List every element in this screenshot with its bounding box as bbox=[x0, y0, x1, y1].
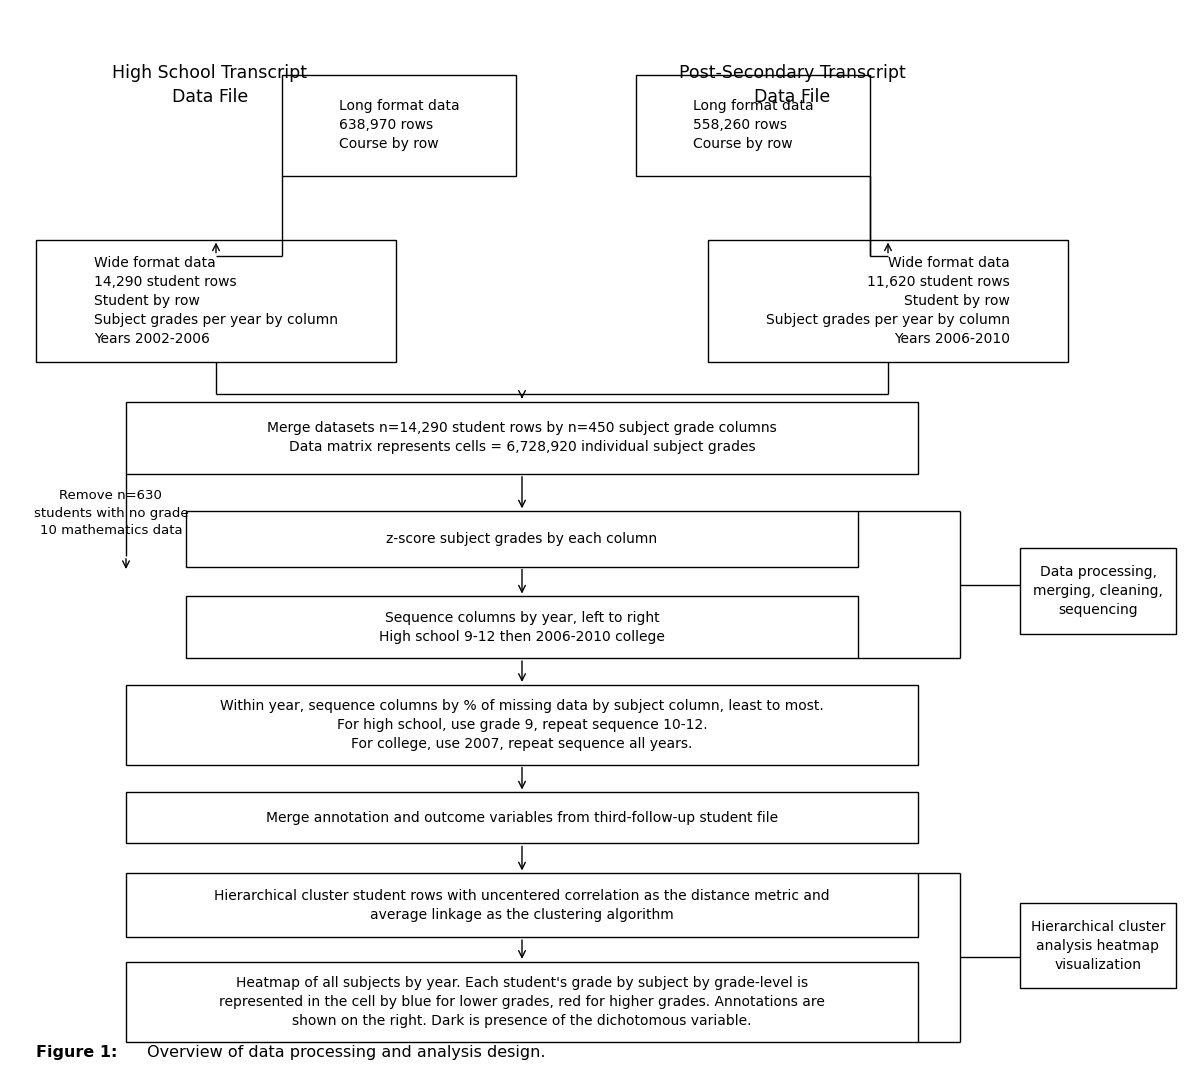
Bar bbox=[126, 792, 918, 843]
Text: Within year, sequence columns by % of missing data by subject column, least to m: Within year, sequence columns by % of mi… bbox=[220, 699, 824, 751]
Bar bbox=[708, 240, 1068, 362]
Text: Wide format data
14,290 student rows
Student by row
Subject grades per year by c: Wide format data 14,290 student rows Stu… bbox=[94, 256, 338, 346]
Text: Wide format data
11,620 student rows
Student by row
Subject grades per year by c: Wide format data 11,620 student rows Stu… bbox=[766, 256, 1010, 346]
Bar bbox=[126, 962, 918, 1042]
Bar bbox=[186, 596, 858, 658]
Bar bbox=[126, 685, 918, 765]
Text: z-score subject grades by each column: z-score subject grades by each column bbox=[386, 531, 658, 546]
Bar bbox=[1020, 903, 1176, 988]
Bar bbox=[186, 511, 858, 567]
Text: Post-Secondary Transcript
Data File: Post-Secondary Transcript Data File bbox=[679, 64, 905, 106]
Text: Merge datasets n=14,290 student rows by n=450 subject grade columns
Data matrix : Merge datasets n=14,290 student rows by … bbox=[268, 422, 776, 454]
Text: Heatmap of all subjects by year. Each student's grade by subject by grade-level : Heatmap of all subjects by year. Each st… bbox=[220, 976, 824, 1028]
Text: Data processing,
merging, cleaning,
sequencing: Data processing, merging, cleaning, sequ… bbox=[1033, 566, 1163, 617]
Text: Merge annotation and outcome variables from third-follow-up student file: Merge annotation and outcome variables f… bbox=[266, 810, 778, 825]
Text: Sequence columns by year, left to right
High school 9-12 then 2006-2010 college: Sequence columns by year, left to right … bbox=[379, 611, 665, 643]
Text: High School Transcript
Data File: High School Transcript Data File bbox=[113, 64, 307, 106]
Bar bbox=[636, 75, 870, 176]
Text: Remove n=630
students with no grade
10 mathematics data: Remove n=630 students with no grade 10 m… bbox=[34, 489, 188, 538]
Bar bbox=[36, 240, 396, 362]
Text: Hierarchical cluster
analysis heatmap
visualization: Hierarchical cluster analysis heatmap vi… bbox=[1031, 920, 1165, 971]
Text: Long format data
638,970 rows
Course by row: Long format data 638,970 rows Course by … bbox=[338, 99, 460, 151]
Text: Hierarchical cluster student rows with uncentered correlation as the distance me: Hierarchical cluster student rows with u… bbox=[214, 889, 830, 921]
Text: Long format data
558,260 rows
Course by row: Long format data 558,260 rows Course by … bbox=[692, 99, 814, 151]
Text: Overview of data processing and analysis design.: Overview of data processing and analysis… bbox=[142, 1045, 545, 1060]
Bar bbox=[282, 75, 516, 176]
Text: Figure 1:: Figure 1: bbox=[36, 1045, 118, 1060]
Bar bbox=[126, 402, 918, 474]
Bar bbox=[126, 873, 918, 937]
Bar bbox=[1020, 548, 1176, 634]
